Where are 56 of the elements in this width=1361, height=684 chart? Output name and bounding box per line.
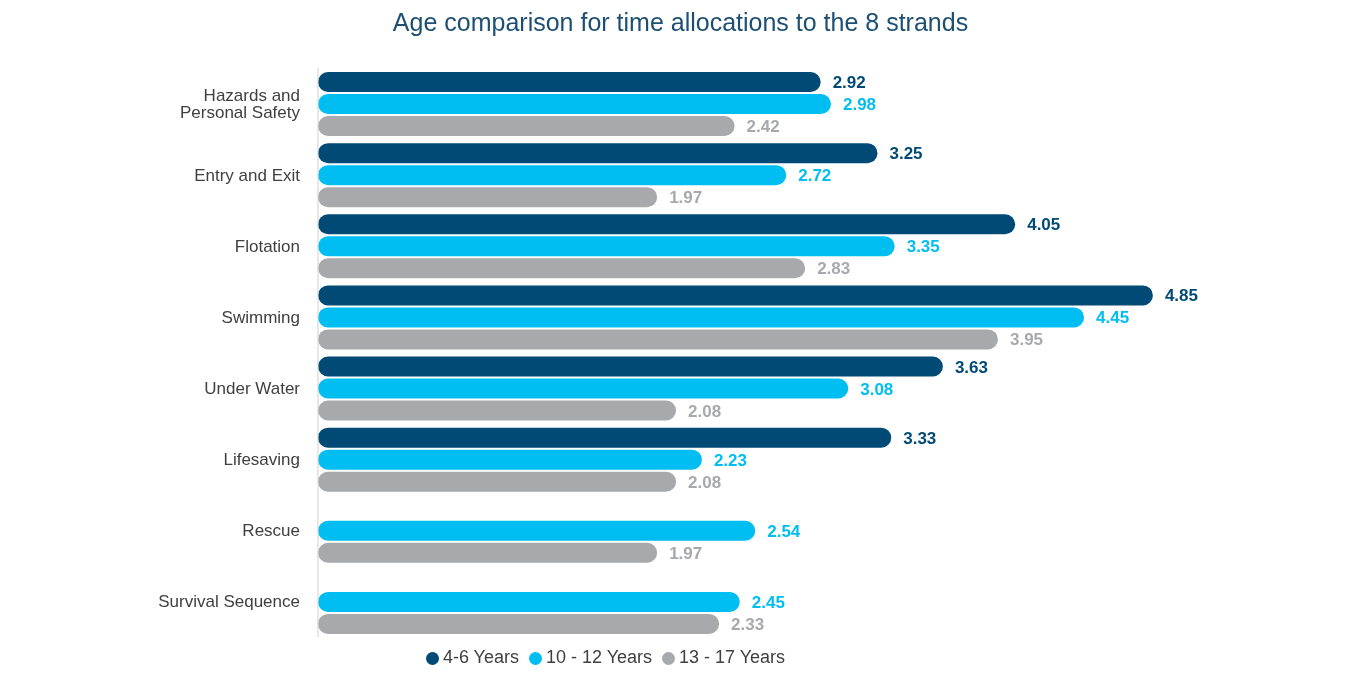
- data-label: 2.54: [767, 521, 801, 541]
- data-label: 3.33: [903, 428, 937, 448]
- data-label: 2.42: [746, 117, 780, 137]
- bar: [318, 72, 821, 92]
- bar: [318, 613, 720, 634]
- data-label: 2.33: [731, 614, 765, 634]
- y-tick-label: Under Water: [204, 379, 301, 399]
- y-tick-label: Survival Sequence: [158, 592, 300, 612]
- data-label: 3.63: [954, 357, 988, 377]
- bar: [318, 214, 1016, 235]
- data-label: 4.45: [1096, 308, 1130, 328]
- y-tick-label: Flotation: [234, 236, 300, 256]
- data-label: 2.45: [751, 592, 785, 612]
- data-label: 3.95: [1009, 330, 1044, 350]
- bar: [318, 542, 658, 563]
- data-label: 2.98: [842, 95, 877, 115]
- data-label: 2.23: [713, 450, 747, 470]
- y-tick-label: Rescue: [242, 521, 300, 541]
- data-label: 1.97: [669, 543, 703, 563]
- data-label: 2.83: [817, 259, 851, 279]
- bar: [318, 329, 998, 350]
- bar: [318, 427, 892, 448]
- bar: [318, 94, 831, 114]
- data-label: 3.08: [860, 379, 894, 399]
- y-tick-label: Swimming: [221, 307, 300, 327]
- data-label: 2.08: [688, 472, 722, 492]
- bar: [318, 258, 806, 279]
- legend-label: 13 - 17 Years: [679, 647, 786, 667]
- bar: [318, 236, 895, 257]
- data-label: 1.97: [669, 188, 703, 208]
- data-label: 2.72: [798, 166, 832, 186]
- bar: [318, 591, 740, 612]
- bar: [318, 187, 658, 208]
- data-label: 4.85: [1164, 286, 1198, 306]
- bar: [318, 165, 787, 186]
- bar: [318, 378, 849, 399]
- bar: [318, 116, 735, 136]
- y-tick-label: Lifesaving: [223, 450, 300, 470]
- y-tick-label: Entry and Exit: [194, 165, 301, 185]
- bar: [318, 471, 677, 492]
- bar: [318, 400, 677, 421]
- data-label: 4.05: [1027, 215, 1061, 235]
- data-label: 2.08: [688, 401, 722, 421]
- bar: [318, 520, 756, 541]
- bar: [318, 356, 943, 377]
- legend-label: 4-6 Years: [442, 647, 519, 667]
- y-tick-label: Hazards and Personal Safety: [179, 86, 301, 123]
- data-label: 3.25: [889, 144, 923, 164]
- data-label: 3.35: [906, 237, 940, 257]
- bar: [318, 143, 878, 164]
- bar: [318, 285, 1153, 306]
- legend-label: 10 - 12 Years: [545, 647, 653, 667]
- bar: [318, 449, 702, 470]
- data-label: 2.92: [832, 73, 866, 93]
- chart-title: Age comparison for time allocations to the 8 strands: [391, 8, 970, 38]
- bar: [318, 307, 1085, 328]
